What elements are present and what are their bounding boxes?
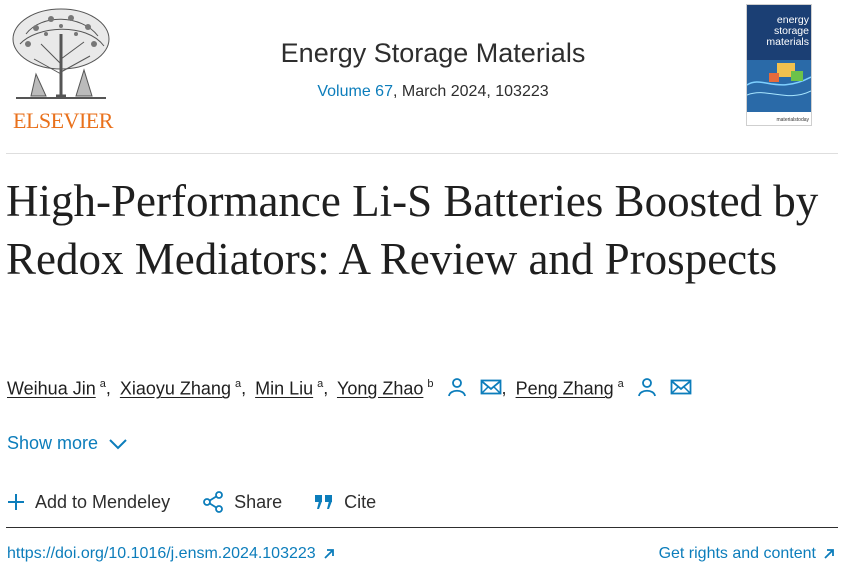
cite-button[interactable]: Cite: [314, 492, 376, 513]
issue-details: , March 2024, 103223: [392, 83, 549, 100]
quote-icon: [315, 495, 333, 509]
cover-title-line: storage: [773, 25, 809, 37]
journal-issue-info: Volume 67, March 2024, 103223: [150, 83, 716, 101]
external-link-icon: [324, 549, 334, 559]
cover-title-line: materials: [766, 36, 809, 48]
cover-footer-band: [747, 112, 811, 125]
header-divider: [6, 153, 838, 154]
author-link[interactable]: Yong Zhao: [336, 378, 424, 399]
affiliation-marker: a: [234, 378, 242, 391]
get-rights-link[interactable]: Get rights and content: [659, 545, 836, 563]
get-rights-text: Get rights and content: [658, 545, 816, 562]
author-separator: ,: [323, 378, 329, 399]
affiliation-marker: b: [427, 378, 434, 391]
author-link[interactable]: Min Liu: [255, 378, 314, 399]
affiliation-marker: a: [617, 378, 624, 391]
mail-icon[interactable]: [480, 378, 502, 401]
author-separator: ,: [241, 378, 247, 399]
affiliation-marker: a: [99, 378, 106, 391]
journal-cover[interactable]: energy storage materials materialstoday: [746, 4, 812, 126]
show-more-label: Show more: [7, 433, 99, 453]
mail-icon[interactable]: [670, 378, 692, 401]
plus-icon: [8, 494, 24, 510]
person-icon[interactable]: [447, 377, 467, 402]
article-title: High-Performance Li-S Batteries Boosted …: [6, 176, 819, 284]
actions-divider: [6, 527, 838, 528]
article-header: ELSEVIER Energy Storage Materials Volume…: [0, 0, 846, 154]
cover-title-line: energy: [776, 14, 809, 26]
author-separator: ,: [501, 378, 507, 399]
share-button[interactable]: Share: [202, 491, 282, 513]
author-link[interactable]: Xiaoyu Zhang: [119, 378, 231, 399]
elsevier-wordmark: ELSEVIER: [13, 108, 113, 133]
cover-title: energy storage materials: [747, 15, 811, 48]
article-actions: Add to Mendeley Share Cite: [7, 491, 408, 513]
external-link-icon: [824, 549, 834, 559]
cover-art-icon: [747, 5, 811, 125]
author-link[interactable]: Peng Zhang: [515, 378, 614, 399]
journal-title[interactable]: Energy Storage Materials: [280, 38, 586, 68]
chevron-down-icon: [109, 438, 127, 449]
author-separator: ,: [105, 378, 111, 399]
show-more-button[interactable]: Show more: [7, 433, 128, 454]
author-link[interactable]: Weihua Jin: [7, 378, 96, 399]
cite-label: Cite: [344, 491, 377, 512]
elsevier-tree-icon: [12, 8, 110, 99]
author-list: Weihua Jin a, Xiaoyu Zhang a, Min Liu a, Yo…: [7, 377, 692, 402]
add-to-mendeley-label: Add to Mendeley: [35, 491, 171, 512]
doi-text: https://doi.org/10.1016/j.ensm.2024.1032…: [7, 545, 316, 562]
share-icon: [203, 491, 223, 513]
volume-link[interactable]: Volume 67: [317, 83, 393, 100]
person-icon[interactable]: [637, 377, 657, 402]
elsevier-logo[interactable]: ELSEVIER: [6, 4, 116, 133]
doi-link[interactable]: https://doi.org/10.1016/j.ensm.2024.1032…: [7, 545, 336, 563]
cover-footer-text: materialstoday: [776, 117, 809, 123]
share-label: Share: [234, 491, 283, 512]
affiliation-marker: a: [317, 378, 324, 391]
add-to-mendeley-button[interactable]: Add to Mendeley: [7, 492, 170, 513]
